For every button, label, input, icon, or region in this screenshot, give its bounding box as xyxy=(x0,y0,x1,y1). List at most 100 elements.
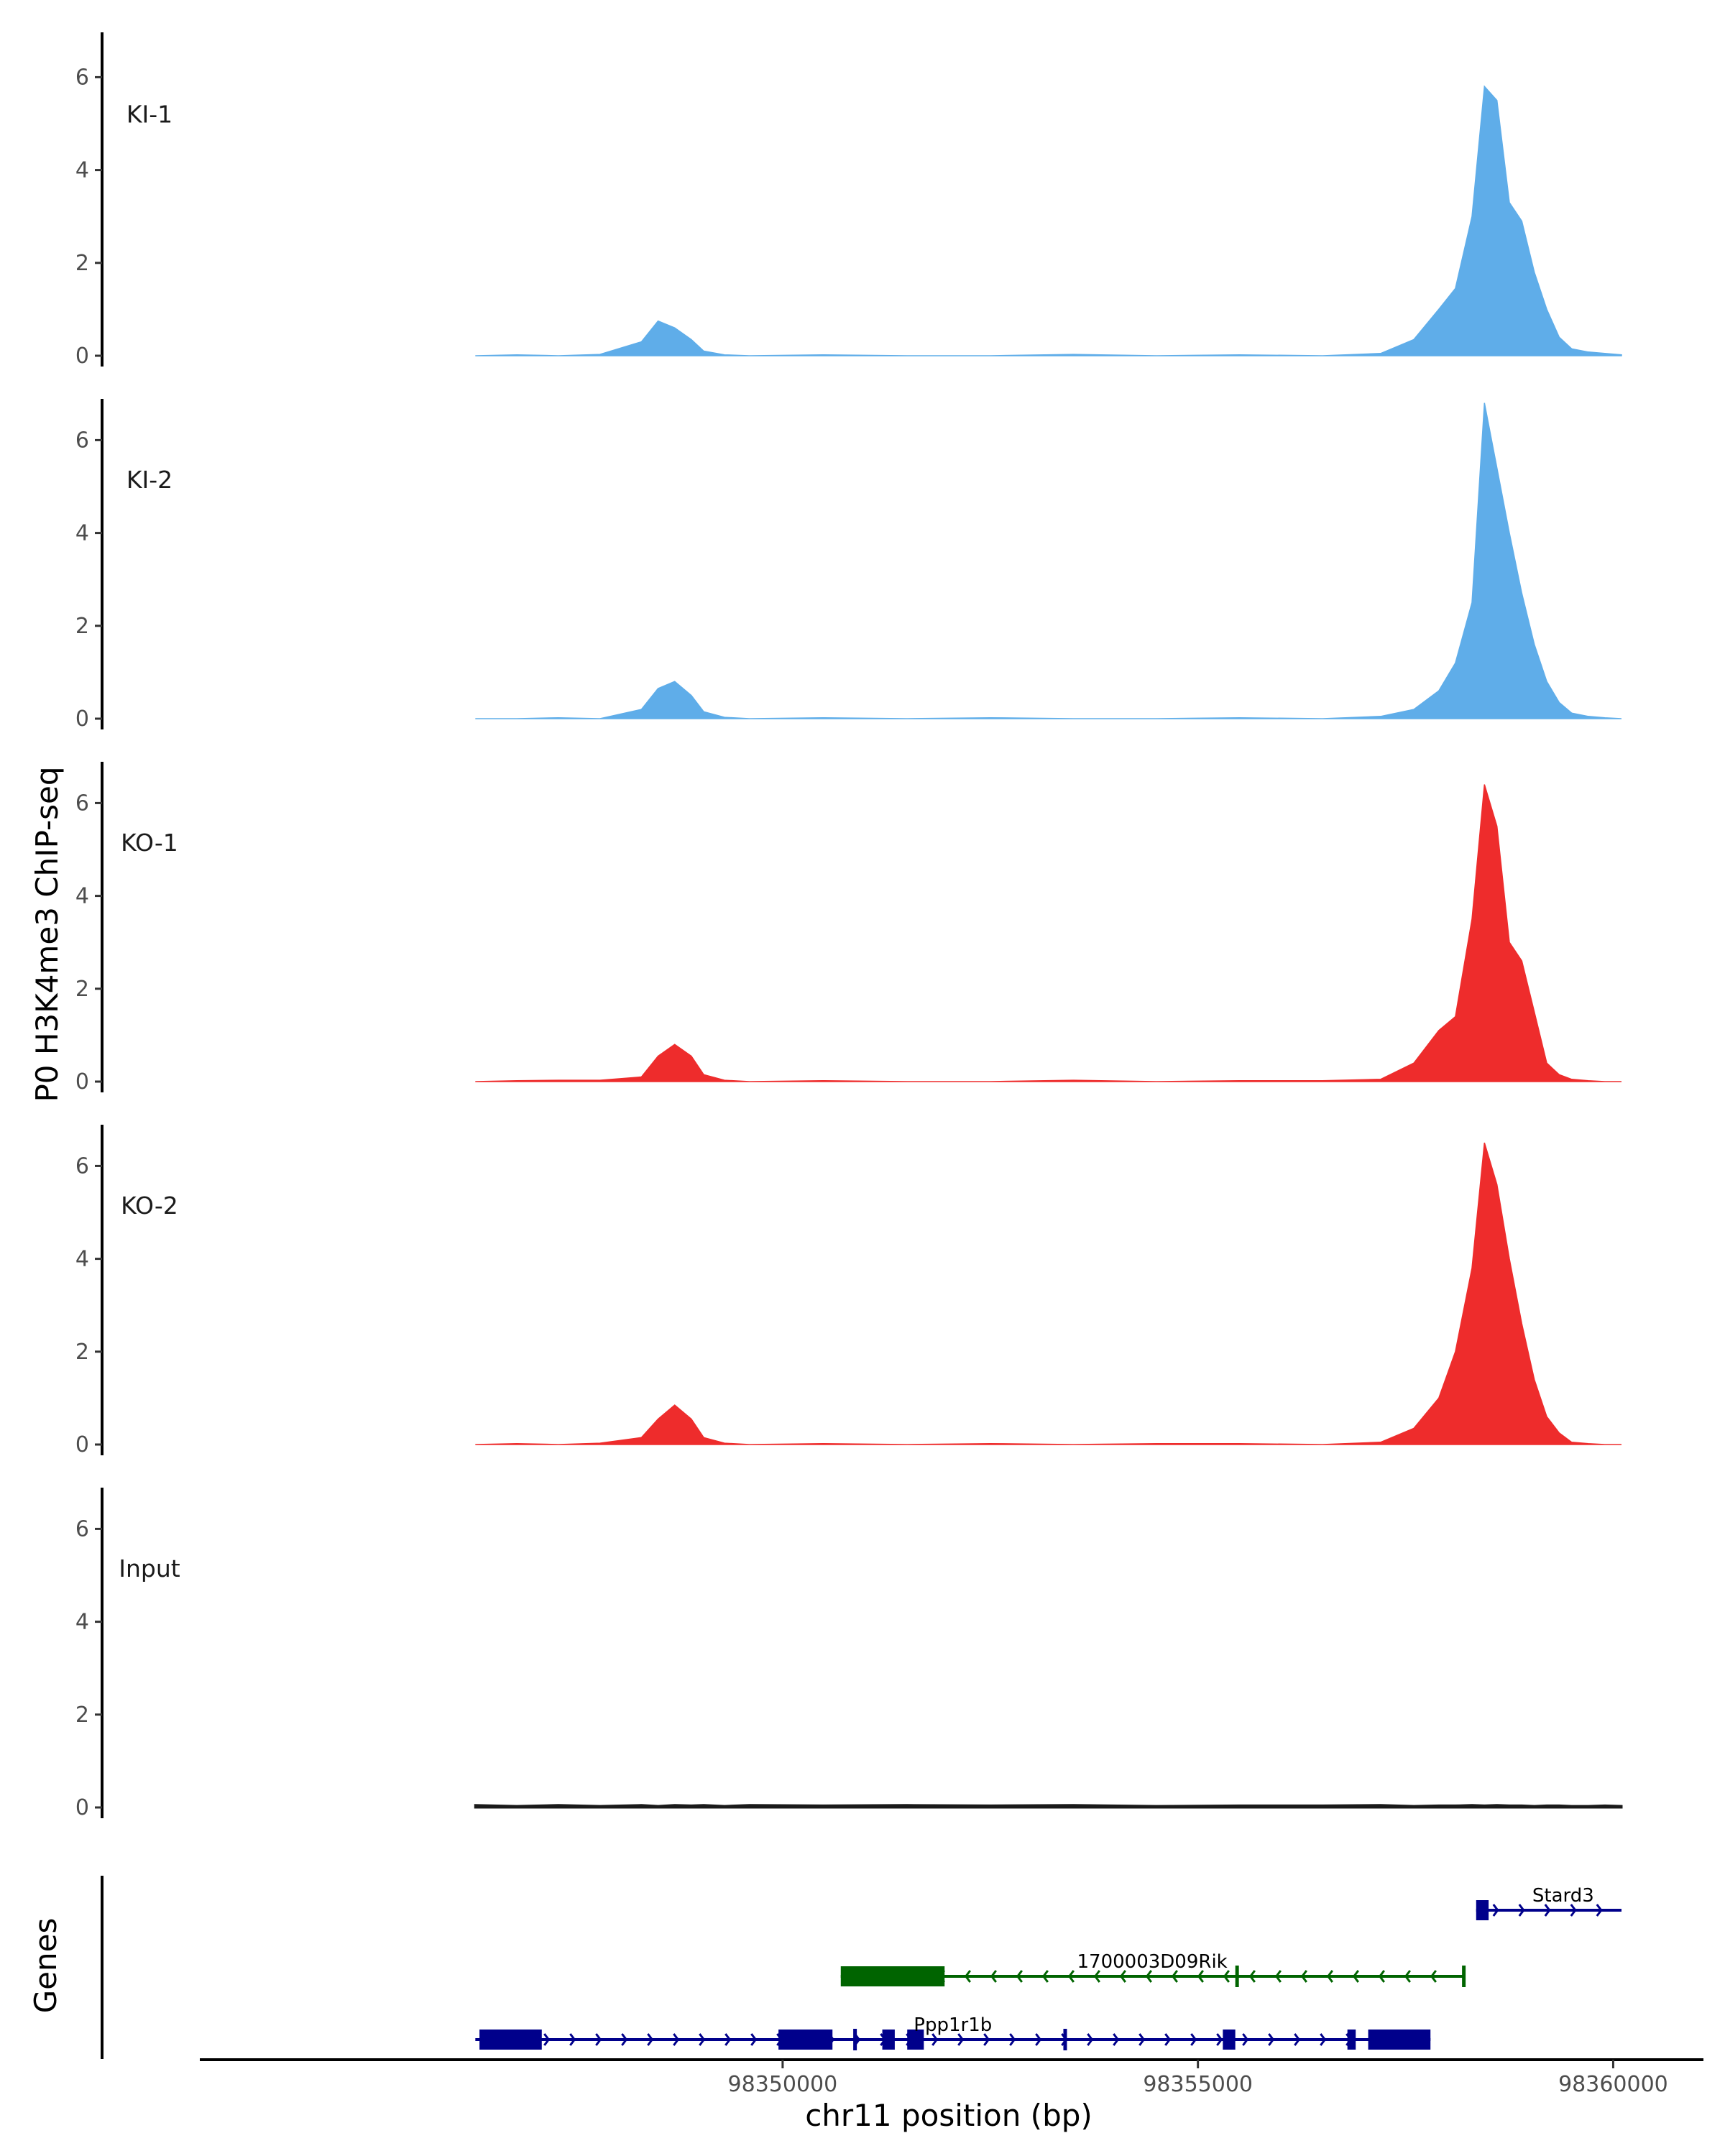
strand-chevron xyxy=(1570,1904,1577,1917)
x-tick-label: 98355000 xyxy=(1143,2072,1253,2097)
gene-exon xyxy=(840,1966,945,1986)
track-label: KI-1 xyxy=(126,101,172,129)
strand-chevron xyxy=(1274,1970,1282,1983)
gene-exon xyxy=(1235,1966,1239,1987)
strand-chevron xyxy=(1119,1970,1126,1983)
y-tick-label: 0 xyxy=(75,1795,89,1820)
strand-chevron xyxy=(647,2033,654,2046)
gene-name-label: Ppp1r1b xyxy=(914,2014,992,2036)
gene-name-label: 1700003D09Rik xyxy=(1077,1951,1227,1973)
genes-panel: Genes Stard3 1700003D09Rik Ppp1r1b xyxy=(28,1876,1622,2059)
y-tick-label: 4 xyxy=(75,1610,89,1635)
strand-chevron xyxy=(1268,2033,1275,2046)
gene-exon xyxy=(907,2030,924,2050)
y-tick-label: 2 xyxy=(75,977,89,1002)
y-tick-label: 6 xyxy=(75,428,89,453)
strand-chevron xyxy=(1242,2033,1249,2046)
strand-chevron xyxy=(1223,1970,1230,1983)
strand-chevron xyxy=(1113,2033,1120,2046)
x-axis: 98350000 98355000 98360000 xyxy=(200,2058,1703,2097)
gene-ppp1r1b: Ppp1r1b xyxy=(475,2014,1431,2050)
gene-exon xyxy=(1368,2030,1431,2050)
gene-stard3: Stard3 xyxy=(1476,1885,1622,1920)
strand-chevron xyxy=(1352,1970,1359,1983)
gene-exon xyxy=(1063,2029,1067,2050)
y-axis-title: P0 H3K4me3 ChIP-seq xyxy=(29,766,65,1102)
strand-chevron xyxy=(569,2033,576,2046)
strand-chevron xyxy=(1294,2033,1301,2046)
y-tick-label: 6 xyxy=(75,1153,89,1179)
coverage-area-input xyxy=(474,1804,1623,1809)
strand-chevron xyxy=(1326,1970,1333,1983)
strand-chevron xyxy=(1492,1904,1499,1917)
strand-chevron xyxy=(724,2033,732,2046)
coverage-area-ko-1 xyxy=(475,784,1622,1082)
strand-chevron xyxy=(699,2033,706,2046)
strand-chevron xyxy=(1197,1970,1204,1983)
strand-chevron xyxy=(621,2033,628,2046)
strand-chevron xyxy=(1430,1970,1437,1983)
strand-chevron xyxy=(1544,1904,1551,1917)
y-tick-label: 6 xyxy=(75,65,89,90)
strand-chevron xyxy=(1093,1970,1100,1983)
strand-chevron xyxy=(1378,1970,1385,1983)
track-input: 0 2 4 6 Input xyxy=(75,1488,1623,1820)
track-ko-1: 0 2 4 6 KO-1 xyxy=(75,762,1622,1095)
gene-exon xyxy=(853,2029,857,2050)
strand-chevron xyxy=(1009,2033,1016,2046)
strand-chevron xyxy=(750,2033,758,2046)
strand-chevron xyxy=(990,1970,997,1983)
y-tick-label: 4 xyxy=(75,158,89,183)
y-tick-label: 0 xyxy=(75,1069,89,1095)
strand-chevron xyxy=(1404,1970,1411,1983)
y-tick-label: 0 xyxy=(75,344,89,369)
x-tick-label: 98360000 xyxy=(1558,2072,1668,2097)
strand-chevron xyxy=(1320,2033,1327,2046)
strand-chevron xyxy=(1041,1970,1049,1983)
y-tick-label: 4 xyxy=(75,521,89,546)
y-tick-label: 4 xyxy=(75,1247,89,1272)
strand-chevron xyxy=(932,2033,939,2046)
track-label: KO-1 xyxy=(121,829,178,857)
gene-exon xyxy=(1462,1966,1466,1987)
strand-chevron xyxy=(1164,2033,1172,2046)
y-tick-label: 2 xyxy=(75,251,89,276)
gene-1700003d09rik: 1700003D09Rik xyxy=(840,1951,1466,1987)
y-tick-label: 2 xyxy=(75,614,89,639)
strand-chevron xyxy=(1248,1970,1256,1983)
gene-exon xyxy=(882,2030,895,2050)
strand-chevron xyxy=(1138,2033,1146,2046)
track-ki-2: 0 2 4 6 KI-2 xyxy=(75,399,1622,732)
strand-chevron xyxy=(1087,2033,1094,2046)
genes-track-label: Genes xyxy=(28,1918,63,2014)
y-tick-label: 2 xyxy=(75,1703,89,1728)
coverage-tracks: 0 2 4 6 KI-1 0 2 4 6 KI-2 0 2 4 6 KO-1 0 2 4 6 KO-2 0 2 4 6 Inpu… xyxy=(75,32,1623,1820)
strand-chevron xyxy=(543,2033,551,2046)
coverage-area-ko-2 xyxy=(475,1142,1622,1445)
gene-exon xyxy=(1347,2030,1356,2050)
strand-chevron xyxy=(1300,1970,1307,1983)
track-ki-1: 0 2 4 6 KI-1 xyxy=(75,32,1622,369)
gene-exon xyxy=(479,2030,542,2050)
strand-chevron xyxy=(673,2033,680,2046)
track-label: Input xyxy=(119,1554,180,1583)
y-tick-label: 2 xyxy=(75,1340,89,1365)
gene-exon xyxy=(778,2030,833,2050)
strand-chevron xyxy=(957,2033,965,2046)
strand-chevron xyxy=(964,1970,971,1983)
coverage-area-ki-1 xyxy=(475,85,1622,356)
strand-chevron xyxy=(1596,1904,1603,1917)
strand-chevron xyxy=(1035,2033,1042,2046)
track-ko-2: 0 2 4 6 KO-2 xyxy=(75,1125,1622,1457)
strand-chevron xyxy=(1016,1970,1023,1983)
gene-exon xyxy=(1223,2030,1236,2050)
coverage-area-ki-2 xyxy=(475,402,1622,719)
strand-chevron xyxy=(983,2033,990,2046)
strand-chevron xyxy=(1190,2033,1197,2046)
strand-chevron xyxy=(595,2033,602,2046)
y-tick-label: 0 xyxy=(75,706,89,732)
track-label: KI-2 xyxy=(126,466,172,494)
y-tick-label: 4 xyxy=(75,884,89,909)
strand-chevron xyxy=(1518,1904,1525,1917)
